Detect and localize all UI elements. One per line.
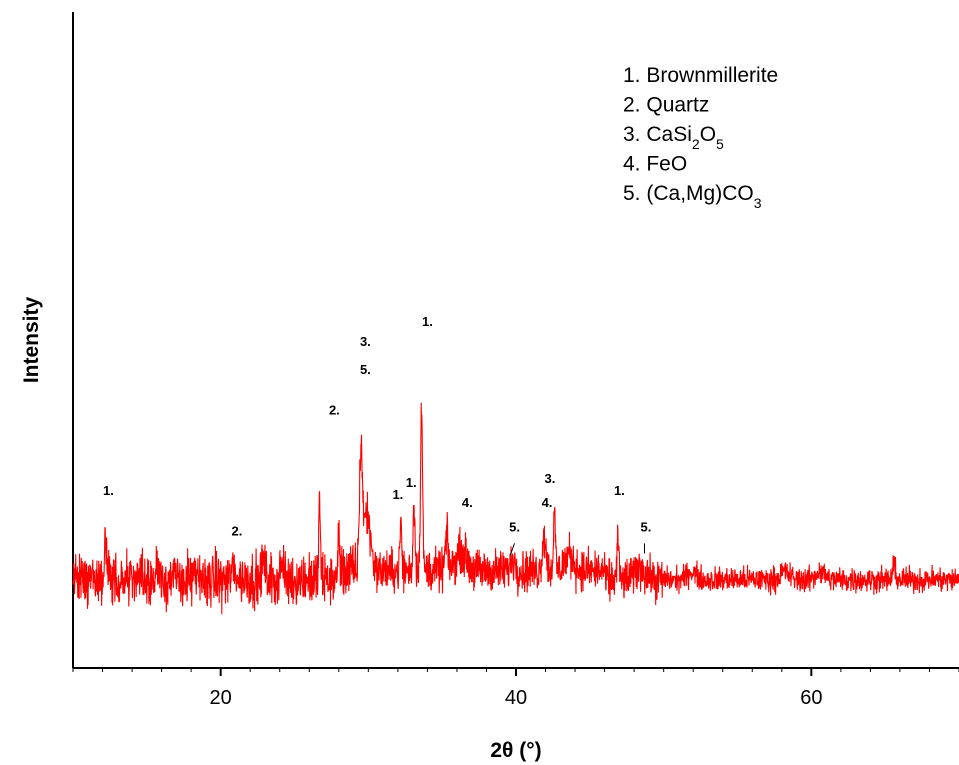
legend-entry-number: 4. bbox=[623, 153, 646, 176]
peak-label: 5. bbox=[360, 362, 371, 377]
legend-entry-text: FeO bbox=[646, 153, 687, 176]
peak-label: 3. bbox=[360, 334, 371, 349]
legend-entry-text: CaSi bbox=[646, 123, 692, 146]
x-tick-label: 60 bbox=[800, 687, 822, 709]
legend-subscript: 2 bbox=[692, 136, 700, 152]
legend-entry-number: 1. bbox=[623, 64, 646, 87]
axes: 20 40 60 bbox=[72, 12, 959, 709]
peak-label: 2. bbox=[329, 402, 340, 417]
legend-entry-text: Quartz bbox=[646, 94, 709, 117]
peak-label: 3. bbox=[545, 471, 556, 486]
peak-label: 4. bbox=[462, 495, 473, 510]
legend-entry: 3. CaSi2O5 bbox=[623, 123, 724, 152]
plot-area bbox=[72, 402, 959, 615]
legend-entry-text: O bbox=[700, 123, 716, 146]
peak-pointer-line bbox=[509, 543, 515, 556]
peak-label: 2. bbox=[231, 523, 242, 538]
peak-label: 1. bbox=[422, 314, 433, 329]
peak-label: 5. bbox=[509, 519, 520, 534]
xrd-pattern-line bbox=[72, 402, 959, 615]
legend-entry-text: (Ca,Mg)CO bbox=[646, 182, 753, 205]
legend-subscript: 3 bbox=[754, 195, 762, 211]
peak-label: 1. bbox=[614, 483, 625, 498]
y-axis-title: Intensity bbox=[20, 297, 43, 384]
x-tick-label: 40 bbox=[505, 687, 527, 709]
legend-entry: 2. Quartz bbox=[623, 94, 709, 117]
legend-entry-number: 5. bbox=[623, 182, 646, 205]
peak-label: 1. bbox=[103, 483, 114, 498]
legend-entry: 5. (Ca,Mg)CO3 bbox=[623, 182, 762, 211]
peak-label: 5. bbox=[641, 519, 652, 534]
x-tick-label: 20 bbox=[210, 687, 232, 709]
legend-entry: 4. FeO bbox=[623, 153, 687, 176]
peak-label: 1. bbox=[406, 475, 417, 490]
x-axis-title: 2θ (°) bbox=[490, 739, 541, 762]
x-ticks: 20 40 60 bbox=[72, 668, 959, 709]
legend-entry-number: 3. bbox=[623, 123, 646, 146]
legend-subscript: 5 bbox=[716, 136, 724, 152]
peak-annotations: 1.2.2.3.5.1.1.1.4.5.3.4.1.5. bbox=[103, 314, 651, 556]
peak-label: 1. bbox=[392, 487, 403, 502]
legend-entry-number: 2. bbox=[623, 94, 646, 117]
peak-label: 4. bbox=[542, 495, 553, 510]
legend-entry: 1. Brownmillerite bbox=[623, 64, 778, 87]
legend-entry-text: Brownmillerite bbox=[646, 64, 778, 87]
